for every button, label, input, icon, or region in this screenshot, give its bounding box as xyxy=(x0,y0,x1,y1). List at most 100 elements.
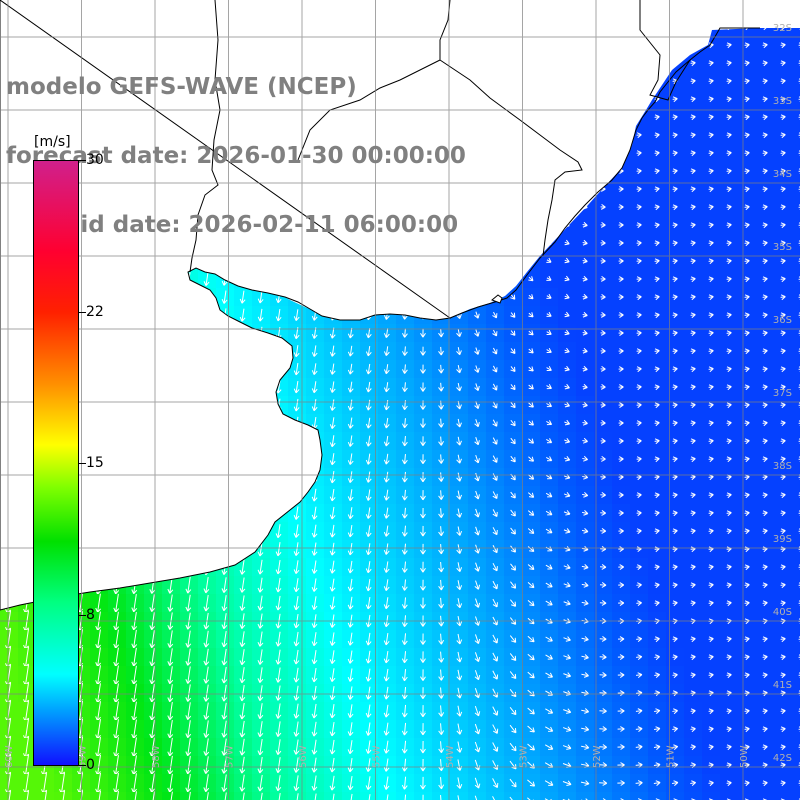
wind-arrow xyxy=(528,294,534,300)
wind-arrow xyxy=(672,168,678,175)
wind-arrow xyxy=(744,60,750,67)
wind-arrow xyxy=(600,275,606,282)
wind-arrow xyxy=(275,309,282,322)
wind-arrow xyxy=(744,312,750,319)
wind-arrow xyxy=(636,222,642,229)
wind-arrow xyxy=(654,258,660,265)
wind-arrow xyxy=(762,294,768,301)
wind-arrow xyxy=(293,363,300,376)
wind-arrow xyxy=(654,276,660,283)
wind-arrow xyxy=(708,114,714,121)
wind-arrow xyxy=(672,204,678,211)
wind-arrow xyxy=(492,365,498,373)
wind-arrow xyxy=(402,382,408,392)
lon-label: 53W xyxy=(519,745,530,768)
wind-arrow xyxy=(564,239,570,246)
wind-arrow xyxy=(780,276,786,283)
wind-arrow xyxy=(708,276,714,283)
wind-arrow xyxy=(582,257,588,264)
wind-arrow xyxy=(474,383,480,391)
wind-arrow xyxy=(636,276,642,283)
wind-arrow xyxy=(744,330,750,337)
wind-arrow xyxy=(762,150,768,157)
wind-arrow xyxy=(618,222,624,228)
wind-arrow xyxy=(329,381,336,393)
wind-arrow xyxy=(726,366,732,373)
lon-label: 58W xyxy=(151,745,162,768)
wind-arrow xyxy=(762,258,768,265)
wind-arrow xyxy=(636,366,642,373)
wind-arrow xyxy=(726,96,732,103)
wind-arrow xyxy=(474,311,480,319)
wind-arrow xyxy=(672,186,678,193)
wind-arrow xyxy=(239,308,246,322)
wind-arrow xyxy=(329,363,336,375)
wind-arrow xyxy=(672,150,678,157)
wind-arrow xyxy=(672,276,678,283)
wind-arrow xyxy=(420,364,426,374)
wind-arrow xyxy=(744,366,750,373)
lat-label: 42S xyxy=(773,753,792,764)
wind-arrow xyxy=(654,150,660,157)
wind-arrow xyxy=(708,222,714,229)
wind-cell xyxy=(774,792,792,800)
wind-arrow xyxy=(744,258,750,265)
wind-arrow xyxy=(690,366,696,373)
wind-arrow xyxy=(726,348,732,355)
wind-arrow xyxy=(690,78,696,85)
wind-arrow xyxy=(726,294,732,301)
wind-arrow xyxy=(564,275,570,282)
wind-arrow xyxy=(600,257,606,264)
wind-arrow xyxy=(311,363,318,376)
wind-arrow xyxy=(708,312,714,319)
wind-cell xyxy=(792,180,800,198)
wind-arrow xyxy=(726,222,732,229)
wind-arrow xyxy=(402,364,408,374)
wind-cell xyxy=(558,792,576,800)
colorbar xyxy=(33,160,79,766)
colorbar-label-30: 30 xyxy=(86,152,104,168)
wind-arrow xyxy=(600,347,606,354)
wind-arrow xyxy=(383,364,390,375)
wind-arrow xyxy=(744,168,750,175)
wind-arrow xyxy=(582,275,588,282)
wind-arrow xyxy=(672,258,678,265)
wind-arrow xyxy=(546,347,552,354)
lat-label: 32S xyxy=(773,23,792,34)
wind-arrow xyxy=(654,114,660,121)
wind-arrow xyxy=(293,345,300,358)
wind-arrow xyxy=(618,312,624,318)
wind-arrow xyxy=(780,348,786,355)
wind-arrow xyxy=(618,330,624,336)
lat-label: 38S xyxy=(773,461,792,472)
wind-arrow xyxy=(762,222,768,229)
wind-arrow xyxy=(311,345,318,357)
wind-arrow xyxy=(383,346,390,357)
wind-arrow xyxy=(510,294,516,300)
wind-arrow xyxy=(600,365,606,372)
wind-cell xyxy=(792,342,800,360)
wind-arrow xyxy=(654,366,660,373)
wind-arrow xyxy=(546,366,552,372)
wind-arrow xyxy=(744,222,750,229)
wind-arrow xyxy=(762,330,768,337)
wind-arrow xyxy=(780,258,786,265)
wind-arrow xyxy=(618,348,624,354)
wind-arrow xyxy=(690,294,696,301)
wind-arrow xyxy=(510,312,516,318)
wind-arrow xyxy=(546,293,552,299)
wind-arrow xyxy=(654,312,660,319)
wind-arrow xyxy=(690,258,696,265)
wind-arrow xyxy=(600,221,606,228)
wind-arrow xyxy=(203,272,210,286)
wind-arrow xyxy=(708,150,714,157)
wind-arrow xyxy=(762,132,768,139)
wind-arrow xyxy=(762,114,768,121)
wind-cell xyxy=(702,792,720,800)
wind-arrow xyxy=(744,114,750,121)
wind-arrow xyxy=(636,312,642,319)
wind-arrow xyxy=(600,311,606,318)
colorbar-tick xyxy=(79,312,86,313)
lon-label: 50W xyxy=(739,745,750,768)
